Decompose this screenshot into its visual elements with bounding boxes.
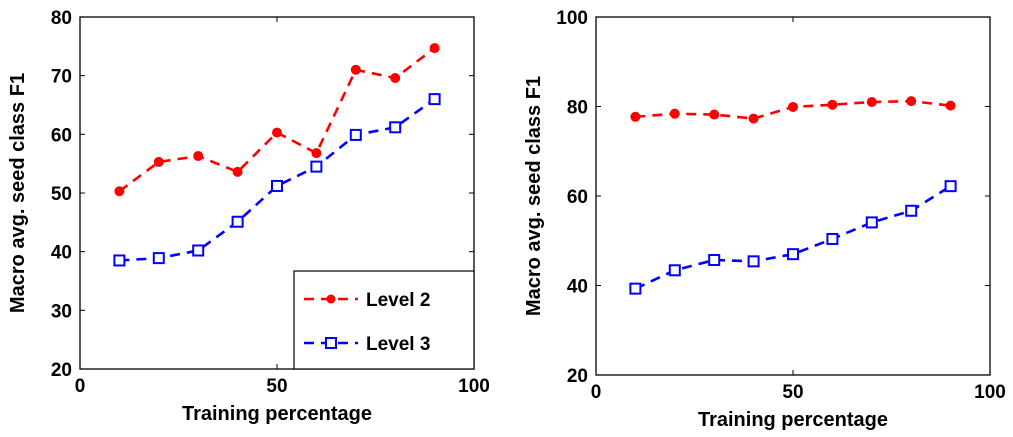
y-tick-label: 20 <box>567 366 588 387</box>
series-2 <box>629 180 957 295</box>
series-line <box>634 185 952 290</box>
legend-marker <box>325 337 337 349</box>
x-tick-label: 0 <box>591 382 602 403</box>
y-tick-label: 100 <box>556 8 588 29</box>
data-point <box>748 113 759 124</box>
legend-marker <box>326 294 336 304</box>
data-point <box>669 108 680 119</box>
data-point <box>153 156 164 167</box>
legend-label: Level 3 <box>366 334 430 355</box>
series-1 <box>630 96 956 124</box>
y-tick-label: 70 <box>51 67 72 88</box>
data-point <box>271 179 283 192</box>
data-point <box>865 216 878 229</box>
y-axis-title: Macro avg. seed class F1 <box>7 73 29 313</box>
data-point <box>709 109 720 120</box>
data-point <box>429 43 440 54</box>
data-point <box>114 186 125 197</box>
y-tick-label: 80 <box>51 8 72 29</box>
data-point <box>272 127 282 138</box>
data-point <box>311 148 322 159</box>
data-point <box>193 151 204 162</box>
y-tick-label: 40 <box>51 243 72 264</box>
data-point <box>192 244 205 257</box>
y-tick-label: 60 <box>51 125 72 146</box>
data-point <box>945 100 956 111</box>
data-point <box>389 121 402 134</box>
series-line <box>119 98 436 262</box>
data-point <box>747 255 760 268</box>
y-tick-label: 60 <box>567 187 588 208</box>
data-point <box>428 93 441 106</box>
series-2 <box>113 93 441 267</box>
y-tick-label: 30 <box>51 301 72 322</box>
legend: Level 2 Level 3 <box>293 270 475 370</box>
data-point <box>152 252 165 265</box>
y-axis-title: Macro avg. seed class F1 <box>523 76 545 316</box>
data-point <box>349 128 362 141</box>
x-axis-title: Training percentage <box>182 403 372 425</box>
data-point <box>788 101 798 112</box>
x-tick-label: 0 <box>75 376 86 397</box>
data-point <box>231 215 244 228</box>
legend-label: Level 2 <box>366 290 430 311</box>
data-point <box>708 253 721 266</box>
series-line <box>118 47 436 193</box>
x-tick-label: 100 <box>458 376 490 397</box>
legend-box <box>293 270 475 370</box>
data-point <box>629 282 642 295</box>
y-tick-label: 80 <box>567 98 588 119</box>
data-point <box>350 64 361 75</box>
data-point <box>630 111 641 122</box>
data-point <box>866 97 877 108</box>
data-point <box>390 73 401 84</box>
x-tick-label: 50 <box>782 382 803 403</box>
data-point <box>668 264 681 277</box>
data-point <box>826 232 839 245</box>
x-tick-label: 50 <box>266 376 287 397</box>
data-point <box>827 99 838 110</box>
legend-entry: Level 2 <box>304 290 430 311</box>
data-point <box>310 160 323 173</box>
y-tick-label: 20 <box>51 360 72 381</box>
y-tick-label: 40 <box>567 277 588 298</box>
data-point <box>787 248 799 261</box>
series-1 <box>114 43 440 197</box>
chart-panel-1: 20 30 40 50 60 70 80 0 50 100 Training percentage M… <box>7 8 490 425</box>
x-axis-title: Training percentage <box>698 409 888 431</box>
data-point <box>113 254 126 267</box>
legend-entry: Level 3 <box>304 334 430 355</box>
x-tick-label: 100 <box>974 382 1006 403</box>
plot-frame <box>595 16 991 376</box>
data-point <box>944 180 957 193</box>
chart-panel-2: 20 40 60 80 100 0 50 100 Training percentage Macr… <box>523 8 1006 431</box>
data-point <box>905 204 918 217</box>
data-point <box>232 166 243 177</box>
data-point <box>906 96 917 107</box>
y-tick-label: 50 <box>51 184 72 205</box>
